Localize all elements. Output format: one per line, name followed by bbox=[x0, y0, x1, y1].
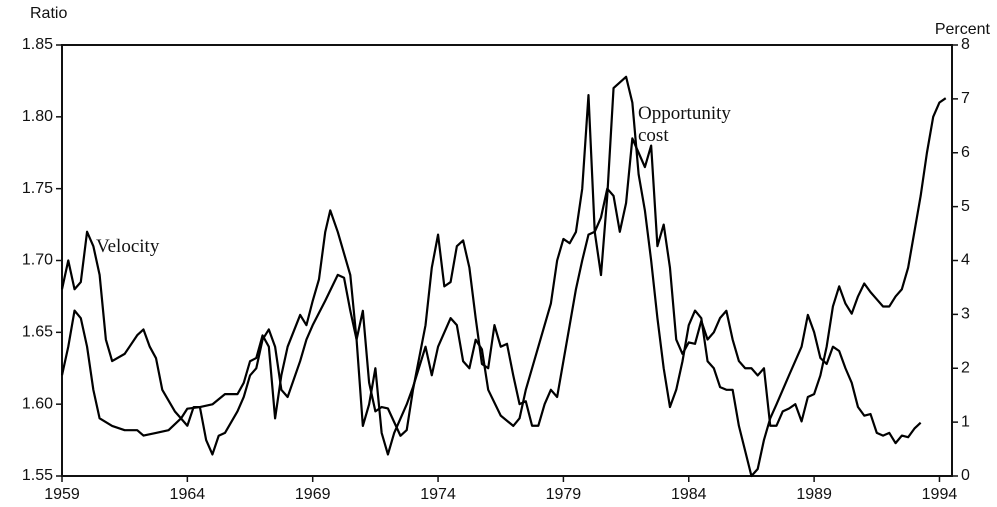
y2-tick-label: 1 bbox=[961, 413, 970, 430]
y2-tick-label: 2 bbox=[961, 359, 970, 376]
x-tick-label: 1959 bbox=[44, 486, 80, 503]
y-tick-label: 1.55 bbox=[22, 467, 53, 484]
y-tick-label: 1.75 bbox=[22, 180, 53, 197]
y2-tick-label: 6 bbox=[961, 144, 970, 161]
x-tick-label: 1979 bbox=[546, 486, 582, 503]
x-tick-label: 1974 bbox=[420, 486, 456, 503]
y-tick-label: 1.85 bbox=[22, 36, 53, 53]
series-line bbox=[60, 75, 922, 478]
plot-frame bbox=[61, 44, 953, 477]
series-label: Velocity bbox=[96, 236, 160, 257]
y2-tick-label: 0 bbox=[961, 467, 970, 484]
y2-tick-label: 3 bbox=[961, 306, 970, 323]
y-tick-label: 1.80 bbox=[22, 108, 53, 125]
y-tick-label: 1.60 bbox=[22, 395, 53, 412]
y2-tick-label: 5 bbox=[961, 198, 970, 215]
y2-tick-label: 4 bbox=[961, 252, 970, 269]
y2-axis-label: Percent bbox=[935, 21, 991, 38]
y2-tick-label: 8 bbox=[961, 36, 970, 53]
series-line bbox=[60, 97, 947, 456]
series-label: Opportunity cost bbox=[638, 103, 731, 146]
y-tick-label: 1.70 bbox=[22, 252, 53, 269]
x-tick-label: 1984 bbox=[671, 486, 707, 503]
y-axis-label: Ratio bbox=[30, 5, 67, 22]
y2-tick-label: 7 bbox=[961, 90, 970, 107]
x-tick-label: 1964 bbox=[170, 486, 206, 503]
x-tick-label: 1989 bbox=[796, 486, 832, 503]
x-tick-label: 1969 bbox=[295, 486, 331, 503]
y-tick-label: 1.65 bbox=[22, 324, 53, 341]
x-tick-label: 1994 bbox=[922, 486, 958, 503]
